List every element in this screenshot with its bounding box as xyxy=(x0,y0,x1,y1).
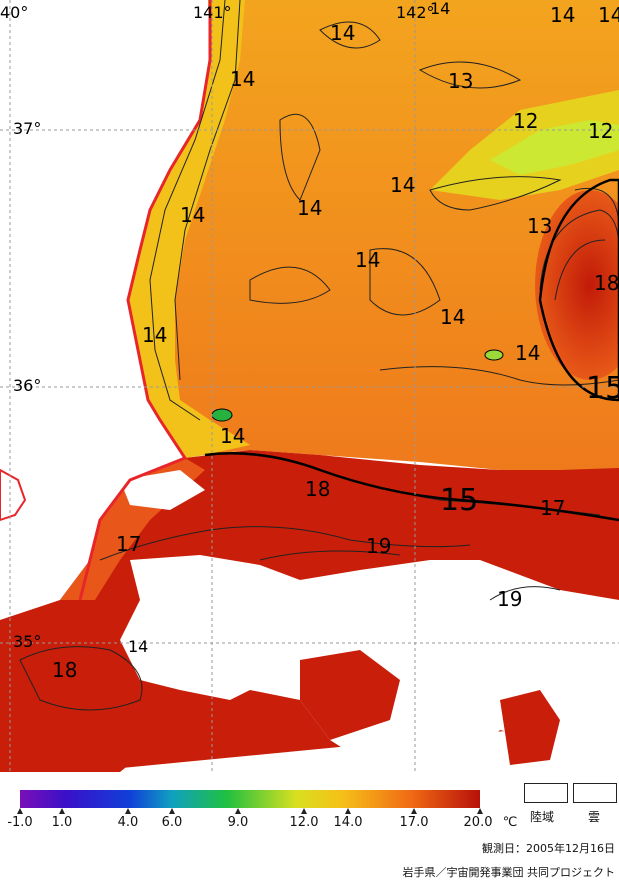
contour-label: 14 xyxy=(330,21,355,45)
unit-label: ℃ xyxy=(502,815,518,830)
scale-tick-label: 9.0 xyxy=(227,815,249,830)
cloud-mask-5 xyxy=(500,690,560,765)
island-west xyxy=(0,468,27,522)
cloud-mask-2 xyxy=(120,470,205,510)
contour-lines xyxy=(19,0,619,711)
cold-spot xyxy=(211,408,233,422)
scale-tick-label: 20.0 xyxy=(463,815,493,830)
legend xyxy=(17,790,483,814)
contour-label: 18 xyxy=(594,271,619,295)
contour-label: 14 xyxy=(220,424,245,448)
cloud-mask-4 xyxy=(300,650,400,740)
contour-label: 14 xyxy=(598,3,619,27)
lon-label-140: 40° xyxy=(0,3,28,22)
contour-15-bold xyxy=(204,452,619,522)
contour-label: 19 xyxy=(497,587,522,611)
contour-labels: 14 14 14 14 14 14 14 14 14 14 14 14 14 1… xyxy=(52,0,619,682)
contour-label: 13 xyxy=(448,69,473,93)
credit-line: 岩手県／宇宙開発事業団 共同プロジェクト xyxy=(402,866,616,879)
contour-label: 14 xyxy=(355,248,380,272)
contour-label: 14 xyxy=(180,203,205,227)
contour-label: 13 xyxy=(527,214,552,238)
contour-label-bold: 15 xyxy=(586,371,619,406)
cloud-swatch xyxy=(573,783,617,803)
cloud-label: 雲 xyxy=(588,810,601,824)
contour-label: 19 xyxy=(366,534,391,558)
scale-tick-label: 4.0 xyxy=(117,815,139,830)
lat-label-36: 36° xyxy=(13,376,41,395)
observation-date: 観測日：2005年12月16日 xyxy=(482,842,615,855)
contour-label: 14 xyxy=(390,173,415,197)
land-label: 陸域 xyxy=(530,810,555,824)
contour-label: 14 xyxy=(230,67,255,91)
contour-15-eddy xyxy=(538,178,619,402)
sst-map: 40° 141° 142° 37° 36° 35° 14 14 14 14 14… xyxy=(0,0,619,772)
contour-label: 14 xyxy=(550,3,575,27)
cold-spot-2 xyxy=(484,349,504,361)
scale-tick-marks xyxy=(17,808,483,814)
cloud-mask-3 xyxy=(0,690,160,772)
contour-label: 12 xyxy=(588,119,613,143)
scale-tick-label: 12.0 xyxy=(289,815,319,830)
scale-tick-label: 14.0 xyxy=(333,815,363,830)
lon-label-142: 142° xyxy=(396,3,435,22)
contour-label: 14 xyxy=(515,341,540,365)
graticule xyxy=(0,0,619,772)
contour-label: 14 xyxy=(142,323,167,347)
contour-label: 12 xyxy=(513,109,538,133)
contour-label: 14 xyxy=(440,305,465,329)
contour-label: 18 xyxy=(52,658,77,682)
contour-label: 14 xyxy=(297,196,322,220)
scale-tick-label: 17.0 xyxy=(399,815,429,830)
sea-cold-patch-2 xyxy=(490,120,619,175)
lat-label-37: 37° xyxy=(13,119,41,138)
lon-label-141: 141° xyxy=(193,3,232,22)
land-swatch xyxy=(524,783,568,803)
contour-label-bold: 15 xyxy=(440,483,478,518)
scale-tick-label: 1.0 xyxy=(51,815,73,830)
sea-coastal-cool xyxy=(128,0,250,458)
contour-label: 17 xyxy=(116,532,141,556)
scale-tick-label: -1.0 xyxy=(7,815,33,830)
lat-label-35: 35° xyxy=(13,632,41,651)
contour-label: 14 xyxy=(128,637,148,656)
coastline xyxy=(78,0,212,601)
contour-label: 18 xyxy=(305,477,330,501)
contour-label: 14 xyxy=(430,0,450,18)
contour-label: 17 xyxy=(540,496,565,520)
scale-tick-label: 6.0 xyxy=(161,815,183,830)
color-scale-bar xyxy=(20,790,480,808)
